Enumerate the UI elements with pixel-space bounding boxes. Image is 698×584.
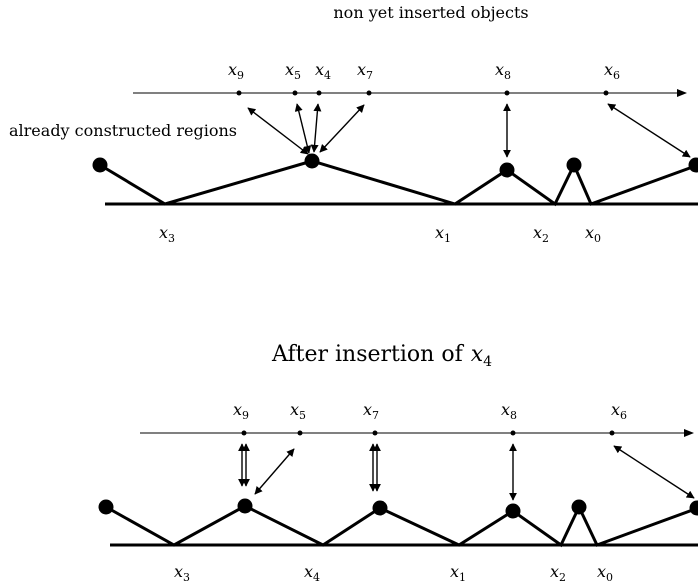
top-object-point-x9 bbox=[236, 90, 242, 96]
bottom-label-x6: x6 bbox=[611, 400, 627, 422]
top-object-point-x8 bbox=[504, 90, 510, 96]
top-label-x9: x9 bbox=[228, 60, 244, 82]
top-heading: non yet inserted objects bbox=[333, 3, 528, 22]
top-label-x6: x6 bbox=[604, 60, 620, 82]
top-region-polyline bbox=[99, 159, 698, 207]
top-region-vertex bbox=[92, 157, 108, 173]
top-base-label-x0: x0 bbox=[585, 223, 601, 245]
bottom-label-x7: x7 bbox=[363, 400, 379, 422]
top-base-label-x1: x1 bbox=[435, 223, 451, 245]
top-base-label-x3: x3 bbox=[159, 223, 175, 245]
bottom-region-vertex bbox=[98, 499, 114, 515]
bottom-title: After insertion of x4 bbox=[271, 342, 492, 370]
bottom-object-point-x9 bbox=[241, 430, 247, 436]
bottom-base-label-x1: x1 bbox=[450, 562, 466, 584]
top-region-vertex bbox=[566, 157, 582, 173]
bottom-region-vertex bbox=[689, 500, 698, 516]
bottom-conflict-arrow-x5 bbox=[254, 448, 295, 495]
bottom-conflict-arrow-x6 bbox=[613, 445, 695, 499]
bottom-region-vertex bbox=[372, 500, 388, 516]
already-constructed-regions-label: already constructed regions bbox=[9, 121, 237, 140]
bottom-label-x8: x8 bbox=[501, 400, 517, 422]
top-object-point-x6 bbox=[603, 90, 609, 96]
bottom-panel: After insertion of x4 x9 x5 x7 x8 x6 x3 x… bbox=[98, 342, 698, 584]
bottom-label-x9: x9 bbox=[233, 400, 249, 422]
bottom-base-label-x4: x4 bbox=[304, 562, 320, 584]
top-region-vertex bbox=[304, 153, 320, 169]
top-conflict-arrow-x7 bbox=[319, 104, 365, 153]
bottom-label-x5: x5 bbox=[290, 400, 306, 422]
bottom-base-label-x2: x2 bbox=[550, 562, 566, 584]
top-region-vertex bbox=[688, 157, 698, 173]
top-conflict-arrow-x4 bbox=[310, 103, 322, 153]
bottom-base-label-x0: x0 bbox=[597, 562, 613, 584]
top-label-x8: x8 bbox=[495, 60, 511, 82]
bottom-region-vertex bbox=[571, 499, 587, 515]
bottom-region-vertex bbox=[237, 498, 253, 514]
top-panel: non yet inserted objects already constru… bbox=[9, 3, 698, 245]
bottom-region-polyline bbox=[105, 503, 698, 548]
bottom-object-point-x6 bbox=[609, 430, 615, 436]
bottom-object-point-x8 bbox=[510, 430, 516, 436]
top-conflict-arrow-x5 bbox=[294, 103, 312, 154]
top-label-x4: x4 bbox=[315, 60, 331, 82]
top-object-point-x7 bbox=[366, 90, 372, 96]
top-label-x7: x7 bbox=[357, 60, 373, 82]
bottom-object-point-x5 bbox=[297, 430, 303, 436]
top-object-point-x4 bbox=[316, 90, 322, 96]
top-base-label-x2: x2 bbox=[533, 223, 549, 245]
bottom-base-label-x3: x3 bbox=[174, 562, 190, 584]
top-region-vertex bbox=[499, 162, 515, 178]
top-label-x5: x5 bbox=[285, 60, 301, 82]
bottom-region-vertex bbox=[505, 503, 521, 519]
top-conflict-arrow-x6 bbox=[607, 103, 691, 158]
bottom-object-point-x7 bbox=[372, 430, 378, 436]
top-object-point-x5 bbox=[292, 90, 298, 96]
